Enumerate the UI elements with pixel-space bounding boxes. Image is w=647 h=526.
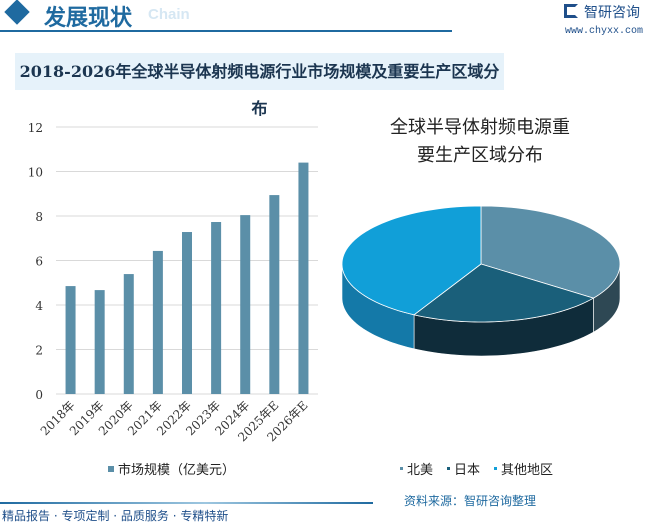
main-title: 2018-2026年全球半导体射频电源行业市场规模及重要生产区域分布 [19,62,500,118]
title-banner [15,53,504,90]
pie-slice [341,205,482,316]
y-tick-label: 6 [35,255,43,269]
pie-slice [413,263,595,323]
pie-title-line: 全球半导体射频电源重 [390,117,570,138]
bar [298,162,309,394]
y-tick-label: 8 [35,210,43,224]
bar [94,290,105,394]
bar-legend: 市场规模（亿美元） [108,459,235,478]
brand-url: www.chyxx.com [565,26,644,37]
pie-title-line: 要生产区域分布 [417,145,543,166]
brand-logo-icon [564,4,578,18]
pie-slice [480,205,621,299]
footer-slogan: 精品报告 · 专项定制 · 品质服务 · 专精特新 [2,509,229,523]
footer-divider [0,502,373,504]
legend-label: 日本 [454,463,481,478]
legend-swatch [447,467,451,470]
pie-title: 全球半导体射频电源重 要生产区域分布 [360,114,600,170]
header-divider [0,30,452,32]
bar [240,215,251,394]
y-tick-label: 10 [28,166,43,180]
bar [182,232,192,394]
y-tick-label: 4 [35,299,43,313]
y-tick-label: 12 [28,121,43,135]
legend-label: 其他地区 [501,463,554,478]
legend-item-other: 其他地区 [494,459,553,478]
pie-legend: 北美 日本 其他地区 [400,459,553,478]
legend-swatch [108,465,114,472]
bar [65,286,76,394]
legend-item-north-america: 北美 [400,459,433,478]
section-title: 发展现状 [44,6,133,31]
legend-label: 北美 [407,463,434,478]
bar [269,195,280,394]
data-source: 资料来源：智研咨询整理 [404,494,537,508]
legend-label: 市场规模（亿美元） [118,463,236,478]
y-tick-label: 0 [35,388,43,402]
y-tick-label: 2 [35,344,43,358]
brand-name: 智研咨询 [584,5,640,21]
legend-swatch [494,467,498,470]
legend-item-japan: 日本 [447,459,480,478]
legend-swatch [400,467,403,470]
bar [123,274,134,394]
section-subtitle: Chain [148,6,190,23]
bar [211,222,222,394]
bar [152,250,163,394]
